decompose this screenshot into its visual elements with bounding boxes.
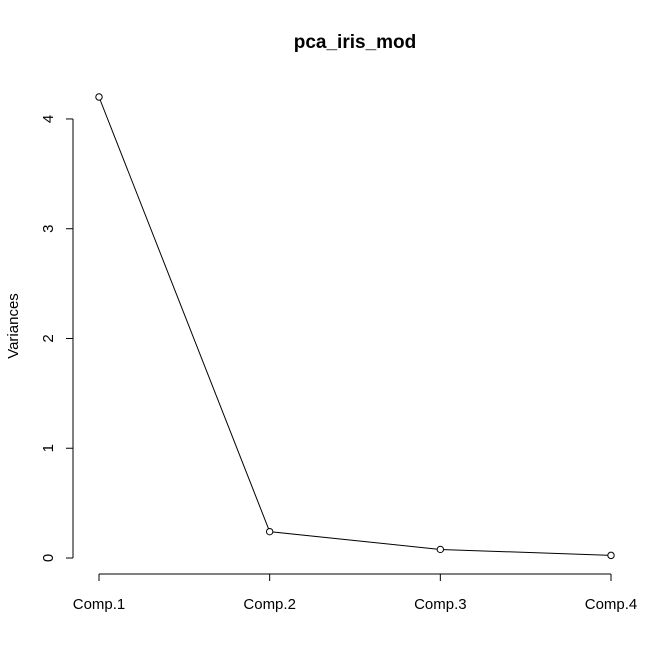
x-tick-label: Comp.2 (243, 596, 296, 613)
data-point-comp-4 (607, 551, 615, 560)
x-tick-label: Comp.3 (414, 596, 467, 613)
y-axis: 0 1 2 3 4 (40, 115, 74, 562)
y-tick-label: 4 (40, 115, 57, 123)
data-point-comp-1 (95, 93, 103, 101)
series-line (98, 96, 612, 556)
y-tick-label: 1 (40, 444, 57, 452)
y-tick-label: 0 (40, 554, 57, 562)
y-tick-label: 3 (40, 225, 57, 233)
data-point-comp-3 (436, 545, 445, 554)
data-point-comp-2 (265, 527, 274, 536)
variance-series (95, 93, 615, 560)
x-tick-label: Comp.1 (73, 596, 126, 613)
y-axis-label: Variances (5, 293, 22, 359)
y-tick-label: 2 (40, 334, 57, 342)
x-axis: Comp.1 Comp.2 Comp.3 Comp.4 (73, 573, 638, 613)
chart-title: pca_iris_mod (294, 32, 417, 53)
x-tick-label: Comp.4 (585, 596, 638, 613)
